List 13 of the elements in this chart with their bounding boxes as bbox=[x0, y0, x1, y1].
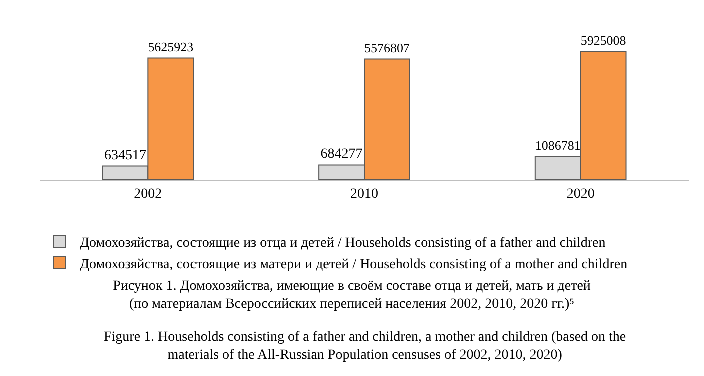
x-tick-label: 2002 bbox=[134, 186, 162, 202]
data-label: 1086781 bbox=[535, 138, 581, 153]
data-label: 5576807 bbox=[364, 40, 410, 56]
x-tick-label: 2010 bbox=[350, 186, 378, 202]
legend-label: Домохозяйства, состоящие из отца и детей / Households consisting of a father and children bbox=[80, 236, 606, 252]
data-label: 5925008 bbox=[580, 33, 626, 48]
legend-label: Домохозяйства, состоящие из матери и детей / Households consisting of a mother and children bbox=[80, 257, 628, 272]
data-label: 634517 bbox=[104, 148, 146, 164]
text: Рисунок 1. Домохозяйства, имеющие в своём составе отца и детей, мать и детей (по материалам Всероссийских переписей населения 2002, 2010, 2020 гг.)⁵ bbox=[113, 279, 592, 312]
data-label: 5625923 bbox=[148, 40, 194, 55]
data-label: 684277 bbox=[320, 147, 363, 162]
caption: Figure 1. Households consisting of a father and children, a mother and children (based on the materials of the All-Russian Population censuses of 2002, 2010, 2020) bbox=[104, 330, 626, 364]
x-tick-label: 2020 bbox=[566, 186, 595, 202]
